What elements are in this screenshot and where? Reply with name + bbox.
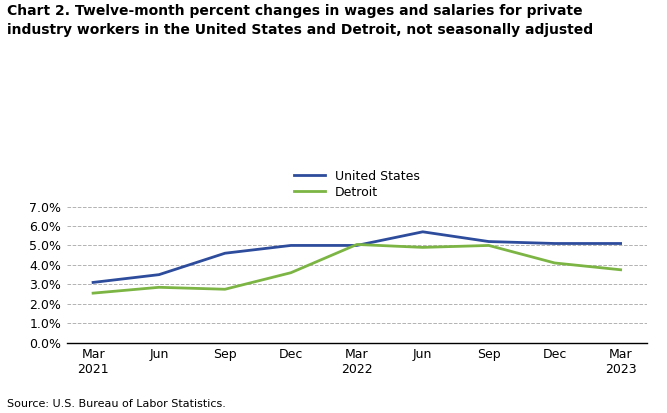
- Detroit: [616, 267, 624, 272]
- United States: [287, 243, 295, 248]
- Line: United States: United States: [93, 232, 620, 282]
- Text: Chart 2. Twelve-month percent changes in wages and salaries for private
industry: Chart 2. Twelve-month percent changes in…: [7, 4, 593, 36]
- Detroit: [155, 285, 163, 290]
- United States: [485, 239, 493, 244]
- Detroit: [287, 270, 295, 275]
- United States: [89, 280, 97, 285]
- Detroit: [485, 243, 493, 248]
- United States: [155, 272, 163, 277]
- United States: [221, 251, 229, 256]
- United States: [353, 243, 361, 248]
- Text: Source: U.S. Bureau of Labor Statistics.: Source: U.S. Bureau of Labor Statistics.: [7, 399, 225, 409]
- Detroit: [221, 287, 229, 292]
- Detroit: [551, 261, 559, 266]
- United States: [616, 241, 624, 246]
- Legend: United States, Detroit: United States, Detroit: [293, 171, 420, 199]
- Line: Detroit: Detroit: [93, 244, 620, 293]
- Detroit: [419, 245, 427, 250]
- Detroit: [353, 242, 361, 247]
- Detroit: [89, 291, 97, 296]
- United States: [551, 241, 559, 246]
- United States: [419, 229, 427, 234]
